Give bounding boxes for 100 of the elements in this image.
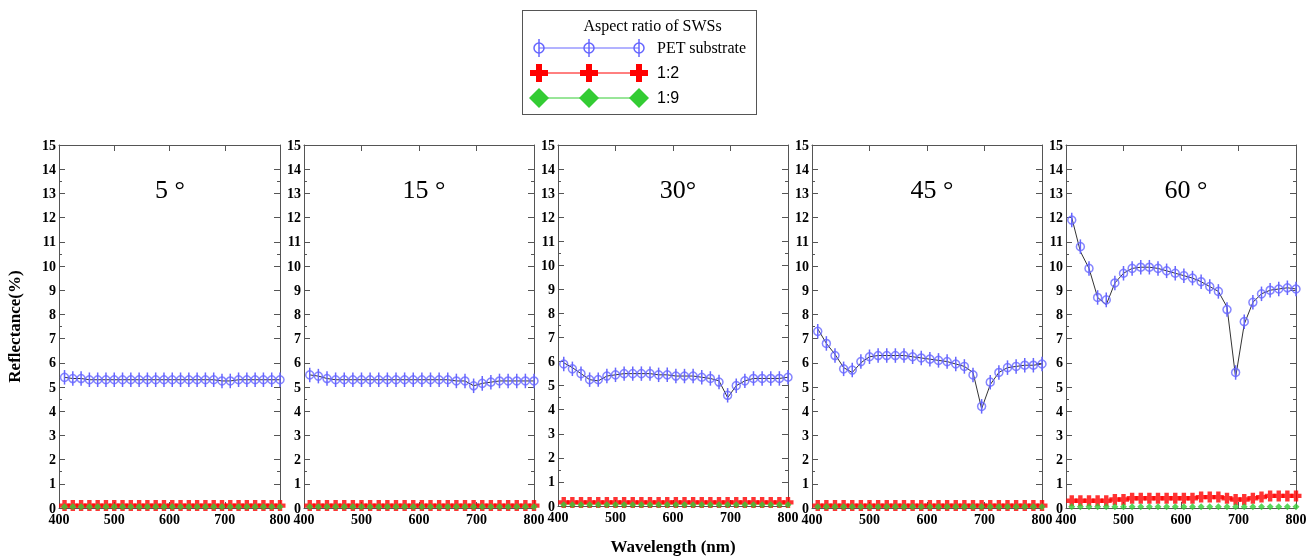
y-axis-title: Reflectance(%) xyxy=(5,270,24,383)
point xyxy=(1137,503,1145,511)
point xyxy=(951,359,961,369)
y-tick-label: 13 xyxy=(287,185,301,201)
point xyxy=(672,501,680,509)
y-tick-label: 8 xyxy=(294,306,301,322)
point xyxy=(1020,360,1030,370)
point xyxy=(714,377,724,387)
point xyxy=(1179,270,1189,281)
y-tick-label: 3 xyxy=(548,426,555,442)
x-tick-label: 600 xyxy=(408,511,430,527)
y-tick-label: 4 xyxy=(802,403,809,419)
point xyxy=(1258,503,1265,511)
y-tick-label: 1 xyxy=(802,476,809,492)
legend-label: PET substrate xyxy=(657,38,747,57)
point xyxy=(942,356,952,367)
point xyxy=(933,355,944,366)
point xyxy=(486,377,496,387)
y-tick-label: 13 xyxy=(541,185,555,201)
x-tick-label: 500 xyxy=(859,511,880,527)
point xyxy=(443,374,453,385)
point xyxy=(560,501,568,509)
point xyxy=(451,376,462,386)
x-tick-label: 600 xyxy=(916,511,938,527)
point xyxy=(68,373,78,384)
text: 5 ° xyxy=(155,174,185,204)
point xyxy=(1292,503,1300,511)
x-tick-label: 700 xyxy=(974,511,995,527)
point xyxy=(1154,503,1162,511)
point xyxy=(1127,263,1137,274)
line-series xyxy=(309,374,535,387)
y-tick-label: 3 xyxy=(49,427,56,443)
point xyxy=(864,352,875,362)
y-tick-label: 9 xyxy=(802,282,809,298)
point xyxy=(503,376,513,386)
x-tick-label: 500 xyxy=(1113,511,1134,527)
point xyxy=(568,501,576,509)
point xyxy=(688,371,698,381)
x-tick-label: 500 xyxy=(351,511,372,527)
y-tick-label: 12 xyxy=(795,210,809,226)
y-tick-label: 9 xyxy=(548,281,555,297)
point xyxy=(968,370,978,380)
point xyxy=(101,374,111,385)
point xyxy=(1213,286,1224,297)
y-tick-label: 8 xyxy=(802,306,809,322)
point xyxy=(529,376,539,386)
point xyxy=(653,370,664,380)
y-tick-label: 10 xyxy=(287,258,301,274)
y-tick-label: 1 xyxy=(294,476,301,492)
point xyxy=(697,372,707,382)
y-tick-label: 5 xyxy=(1056,379,1063,395)
y-tick-label: 4 xyxy=(294,403,301,419)
y-tick-label: 8 xyxy=(49,306,56,322)
point xyxy=(784,501,792,509)
point xyxy=(594,501,602,509)
point xyxy=(1084,263,1094,274)
point xyxy=(783,372,793,382)
point xyxy=(847,365,857,375)
point xyxy=(646,501,654,509)
point xyxy=(1214,503,1222,511)
y-tick-label: 10 xyxy=(1049,258,1063,274)
point xyxy=(1028,360,1039,370)
point xyxy=(645,368,655,379)
y-tick-label: 10 xyxy=(42,258,56,274)
x-tick-label: 700 xyxy=(466,511,487,527)
point xyxy=(1290,490,1302,502)
point xyxy=(159,374,169,385)
y-tick-label: 4 xyxy=(1056,403,1063,419)
point xyxy=(731,380,741,391)
point xyxy=(1144,262,1155,272)
y-tick-label: 9 xyxy=(1056,282,1063,298)
point xyxy=(1187,273,1198,283)
point xyxy=(365,374,375,385)
point xyxy=(916,353,926,363)
point xyxy=(1196,276,1206,287)
point xyxy=(408,374,418,385)
point xyxy=(1163,503,1171,511)
y-tick-label: 6 xyxy=(49,355,56,371)
point xyxy=(698,501,706,509)
point xyxy=(339,374,349,385)
point xyxy=(740,376,750,386)
point xyxy=(1230,367,1241,378)
point xyxy=(1110,278,1120,288)
point xyxy=(636,368,647,379)
text: 45 ° xyxy=(910,174,954,204)
point xyxy=(434,374,444,385)
point xyxy=(679,371,690,381)
point xyxy=(620,501,628,509)
point xyxy=(425,374,436,385)
y-tick-label: 2 xyxy=(1056,452,1063,468)
y-tick-label: 12 xyxy=(1049,210,1063,226)
point xyxy=(313,371,324,381)
point xyxy=(1094,503,1102,511)
y-tick-label: 13 xyxy=(1049,185,1063,201)
y-tick-label: 12 xyxy=(287,210,301,226)
point xyxy=(1281,490,1293,502)
point xyxy=(1068,503,1076,511)
point xyxy=(1256,289,1267,299)
x-tick-label: 800 xyxy=(1031,511,1053,527)
y-tick-label: 6 xyxy=(1056,355,1063,371)
